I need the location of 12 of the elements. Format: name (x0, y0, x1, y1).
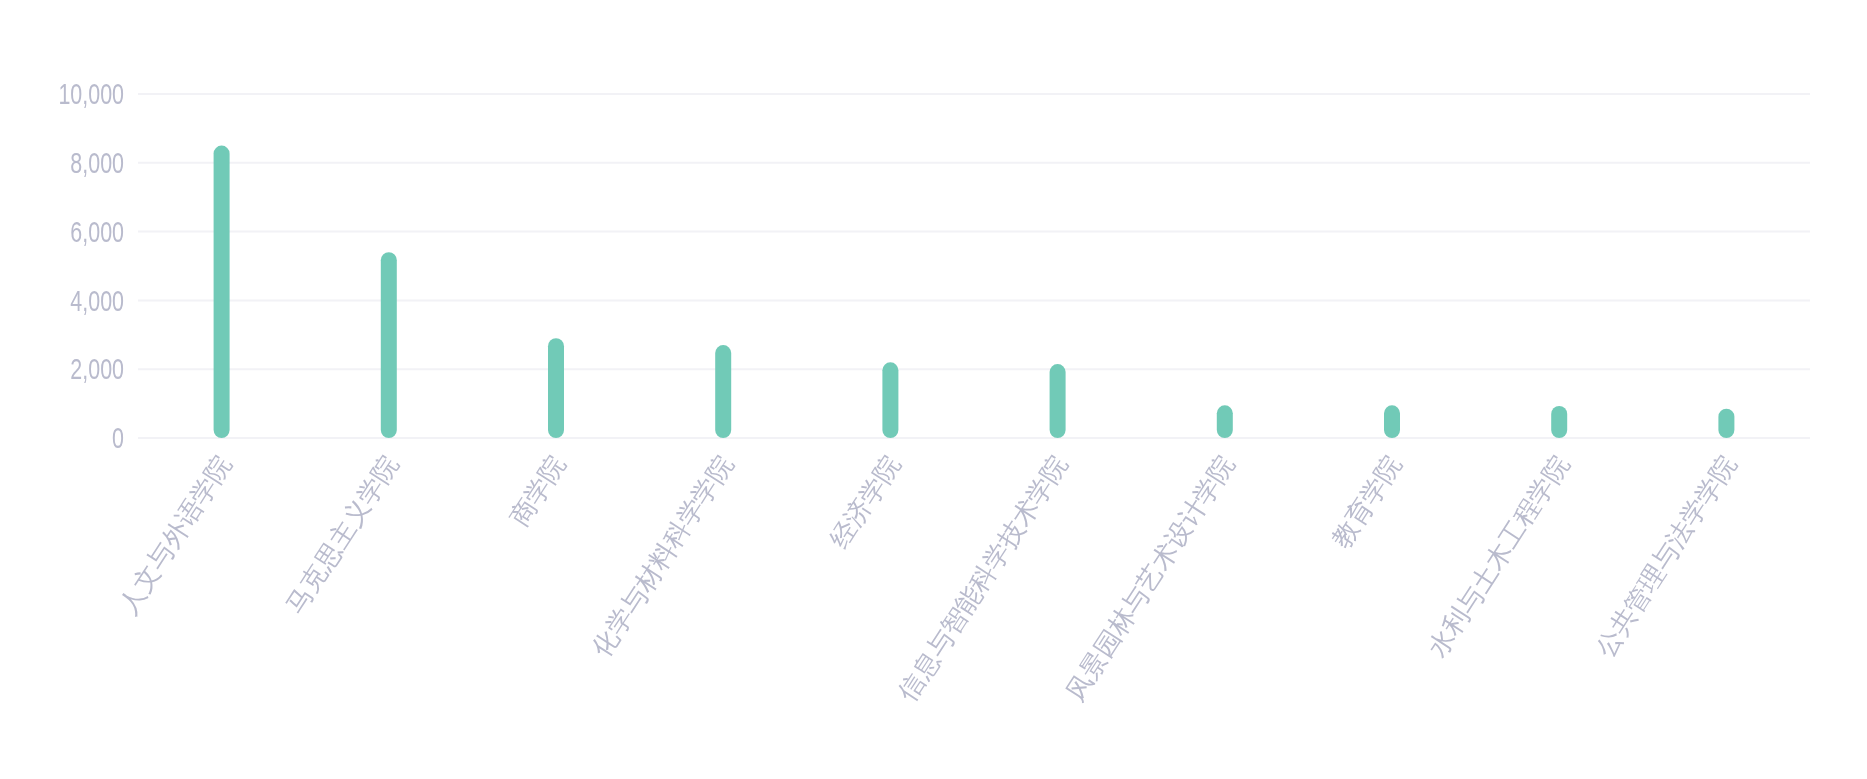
x-tick-label: 马克思主义学院 (280, 449, 405, 619)
x-tick-label: 经济学院 (824, 449, 906, 554)
y-tick-label: 8,000 (70, 146, 124, 179)
y-tick-label: 6,000 (70, 215, 124, 248)
x-tick-label: 化学与材料科学学院 (586, 449, 739, 663)
y-tick-label: 4,000 (70, 284, 124, 317)
y-tick-label: 10,000 (58, 78, 124, 110)
x-tick-label: 商学院 (503, 449, 572, 532)
x-tick-label: 教育学院 (1325, 449, 1408, 554)
x-tick-label: 公共管理与法学学院 (1589, 449, 1742, 663)
x-tick-label: 水利与土木工程学院 (1422, 449, 1575, 663)
y-tick-label: 2,000 (70, 353, 124, 386)
